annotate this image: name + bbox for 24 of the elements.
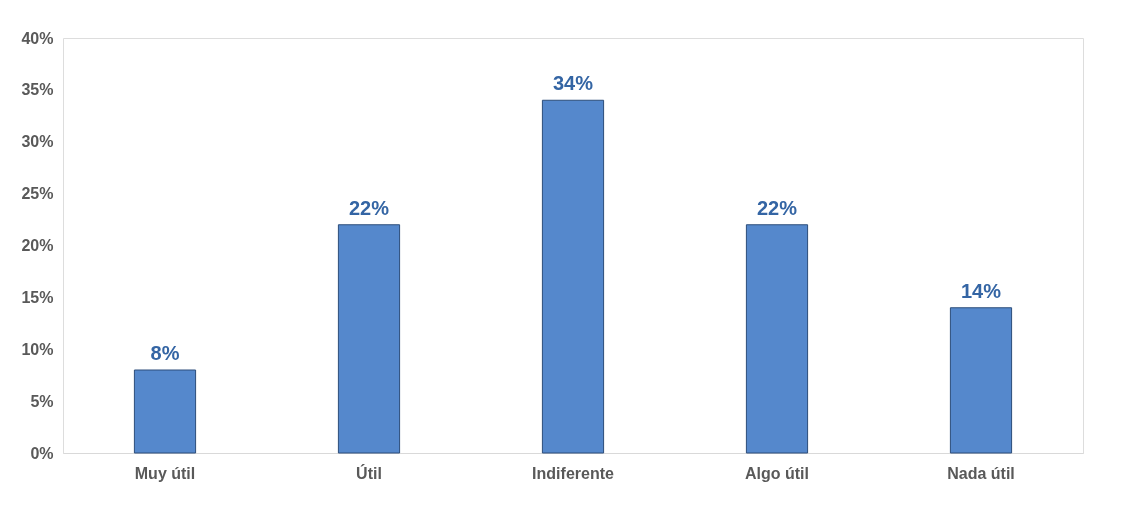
- y-tick-label: 10%: [21, 340, 54, 358]
- bar: [133, 369, 197, 454]
- bar: [337, 224, 401, 454]
- data-label: 34%: [552, 72, 594, 95]
- data-label: 14%: [960, 279, 1002, 302]
- y-tick-label: 25%: [21, 185, 54, 203]
- bar: [745, 224, 809, 454]
- bar: [949, 307, 1013, 454]
- y-tick-label: 40%: [21, 29, 54, 47]
- x-tick-label: Útil: [356, 463, 382, 482]
- y-tick-label: 15%: [21, 288, 54, 306]
- x-tick-label: Indiferente: [532, 464, 614, 482]
- y-tick-label: 35%: [21, 81, 54, 99]
- x-tick-label: Muy útil: [134, 464, 196, 482]
- y-tick-label: 30%: [21, 133, 54, 151]
- y-tick-label: 5%: [30, 392, 54, 410]
- y-tick-label: 0%: [30, 444, 54, 462]
- data-label: 22%: [756, 196, 798, 219]
- bar: [541, 99, 605, 454]
- x-tick-label: Nada útil: [947, 464, 1015, 482]
- data-label: 8%: [150, 342, 180, 364]
- y-tick-label: 20%: [21, 237, 54, 254]
- data-label: 22%: [348, 196, 390, 219]
- x-tick-label: Algo útil: [745, 464, 809, 482]
